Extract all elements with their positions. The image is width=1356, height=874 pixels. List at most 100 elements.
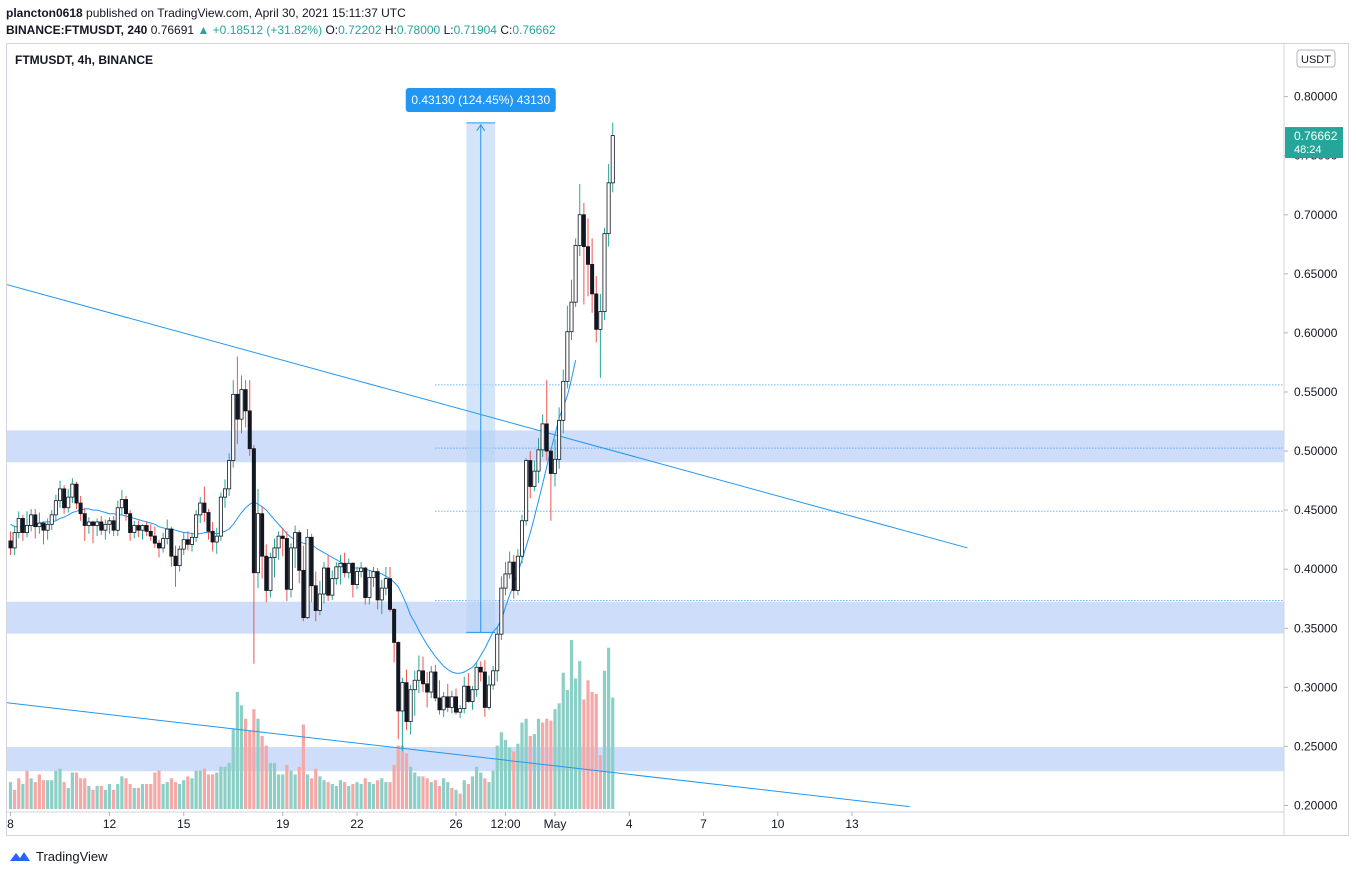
candle-body: [363, 567, 368, 598]
volume-bar: [396, 745, 400, 809]
x-tick-label: 10: [771, 817, 785, 831]
volume-bar: [602, 670, 607, 809]
volume-bar: [17, 778, 21, 809]
volume-bar: [479, 772, 483, 809]
last-price: 0.76691: [150, 23, 195, 37]
chart-frame[interactable]: [6, 43, 1349, 836]
trendline-1: [7, 702, 910, 808]
volume-bar: [338, 780, 343, 809]
candle-body: [449, 696, 454, 708]
candle-body: [152, 535, 157, 544]
volume-bar: [173, 782, 178, 809]
volume-bar: [219, 766, 223, 809]
volume-bar: [310, 778, 314, 809]
volume-bar: [95, 785, 99, 809]
volume-bar: [231, 728, 235, 809]
candle-body: [165, 528, 170, 539]
publish-info: plancton0618 published on TradingView.co…: [6, 6, 406, 20]
y-tick-label: 0.80000: [1294, 90, 1338, 104]
volume-bar: [149, 784, 153, 809]
volume-bar: [169, 778, 173, 809]
candle-body: [128, 513, 133, 533]
volume-bar: [404, 753, 409, 809]
candle-body: [74, 483, 79, 504]
candle-body: [536, 449, 541, 472]
volume-bar: [334, 785, 338, 809]
volume-bar: [41, 780, 46, 809]
volume-bar: [145, 784, 149, 809]
y-tick-label: 0.20000: [1294, 799, 1338, 813]
candle-body: [354, 571, 359, 585]
volume-bar: [116, 784, 120, 809]
candle-body: [247, 410, 252, 450]
candle-body: [288, 547, 293, 590]
footer-brand[interactable]: TradingView: [8, 846, 108, 866]
candle-body: [218, 496, 223, 537]
candle-body: [33, 514, 38, 528]
candle-body: [189, 536, 194, 545]
volume-bar: [124, 778, 128, 809]
x-tick-label: 22: [350, 817, 364, 831]
candle-body: [495, 633, 500, 672]
volume-bar: [256, 718, 260, 809]
candle-body: [503, 573, 508, 589]
volume-bar: [186, 776, 190, 809]
volume-bar: [281, 774, 285, 809]
candle-body: [334, 566, 339, 580]
volume-bar: [13, 789, 17, 809]
volume-bar: [586, 680, 590, 809]
volume-bar: [301, 724, 305, 809]
candle-body: [445, 696, 450, 708]
volume-bar: [206, 774, 211, 809]
candle-body: [169, 528, 174, 557]
volume-bar: [260, 736, 264, 809]
y-tick-label: 0.55000: [1294, 385, 1338, 399]
volume-bar: [178, 784, 182, 809]
candle-body: [239, 389, 244, 420]
candle-body: [540, 423, 545, 451]
candle-body: [255, 513, 260, 574]
candle-body: [610, 135, 615, 184]
candle-body: [379, 587, 384, 601]
candle-body: [124, 499, 129, 515]
candle-body: [210, 530, 215, 543]
y-tick-label: 0.50000: [1294, 444, 1338, 458]
volume-bar: [252, 709, 256, 809]
measure-label: 0.43130 (124.45%) 43130: [411, 93, 550, 107]
candle-body: [49, 514, 54, 525]
zone-1: [7, 601, 1284, 634]
currency-badge-box: [1296, 49, 1336, 68]
candle-body: [412, 679, 417, 691]
candle-body: [222, 488, 227, 498]
volume-bar: [140, 784, 145, 809]
candle-body: [41, 522, 46, 531]
chart-title: FTMUSDT, 4h, BINANCE: [15, 53, 153, 67]
volume-bar: [512, 751, 516, 809]
candle-body: [466, 685, 471, 702]
candle-body: [144, 525, 149, 532]
volume-bar: [524, 718, 528, 809]
volume-bar: [29, 778, 33, 809]
candle-body: [194, 514, 199, 538]
candle-body: [99, 521, 104, 531]
candle-body: [8, 540, 13, 549]
volume-bar: [359, 784, 363, 809]
volume-bar: [194, 770, 198, 809]
candle-body: [111, 520, 116, 531]
change-arrow-icon: ▲: [197, 23, 210, 37]
volume-bar: [437, 785, 442, 809]
volume-bar: [343, 782, 347, 809]
candle-body: [181, 539, 186, 550]
volume-bar: [545, 718, 549, 809]
volume-bar: [50, 780, 54, 809]
publisher-name[interactable]: plancton0618: [6, 6, 83, 20]
volume-bar: [198, 770, 202, 809]
candle-body: [598, 311, 603, 330]
volume-bar: [462, 780, 466, 809]
volume-bar: [598, 755, 602, 809]
candle-body: [528, 460, 533, 487]
ohlc-line: BINANCE:FTMUSDT, 240 0.76691 ▲ +0.18512 …: [6, 23, 556, 37]
candle-body: [103, 523, 108, 531]
volume-bar: [392, 764, 396, 809]
